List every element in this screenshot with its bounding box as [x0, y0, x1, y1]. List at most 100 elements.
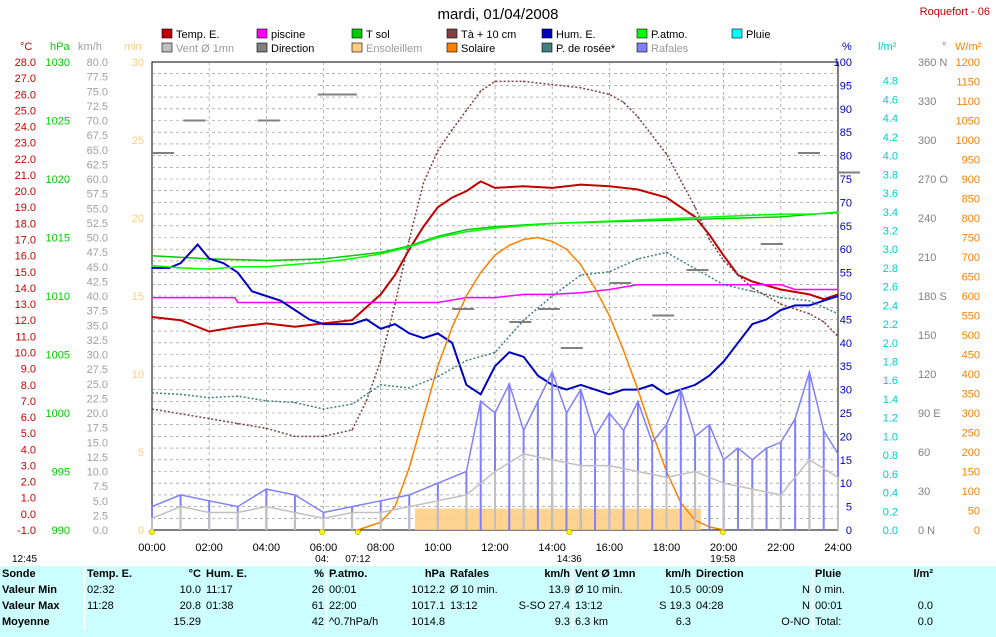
- series-point-hum-e-: [751, 323, 754, 325]
- series-point-vent-1mn: [379, 511, 382, 514]
- axis-tick-wm2: 650: [962, 272, 980, 284]
- series-point-p-de-ros-e-: [379, 383, 382, 386]
- axis-tick-pct: 10: [840, 478, 852, 490]
- series-point-t-10-cm: [465, 109, 468, 112]
- stats-cell: [84, 614, 159, 630]
- series-point-p-atmo-: [179, 267, 182, 269]
- stats-cell: 01:38: [203, 598, 278, 614]
- axis-tick-temp: 25.0: [15, 105, 36, 117]
- legend-swatch: [351, 28, 363, 39]
- series-point-rafales: [780, 441, 782, 444]
- series-point-t-10-cm: [408, 238, 411, 241]
- series-point-p-de-ros-e-: [551, 295, 553, 297]
- series-point-p-atmo-: [665, 217, 668, 220]
- series-point-temp-e-: [265, 322, 268, 325]
- stats-cell: [447, 614, 512, 630]
- series-point-vent-1mn: [351, 511, 353, 514]
- axis-tick-kmh: 35.0: [87, 320, 108, 332]
- series-point-t-10-cm: [208, 417, 210, 420]
- axis-tick-rain: 0.4: [883, 488, 898, 500]
- axis-tick-temp: 10.0: [15, 347, 36, 359]
- event-label: 14:36: [557, 554, 582, 565]
- axis-tick-pct: 25: [840, 408, 852, 420]
- axis-tick-hpa: 1010: [46, 291, 70, 303]
- axis-tick-pct: 85: [840, 127, 852, 139]
- legend-swatch: [636, 28, 648, 39]
- stats-cell: N: [802, 600, 810, 612]
- series-point-p-atmo-: [351, 257, 353, 260]
- series-point-piscine: [234, 296, 236, 299]
- series-point-hum-e-: [522, 356, 525, 358]
- series-point-t-10-cm: [622, 101, 625, 104]
- series-point-t-10-cm: [837, 335, 839, 338]
- axis-tick-x: 06:00: [310, 542, 338, 554]
- series-point-solaire: [608, 314, 611, 317]
- legend-swatch: [256, 42, 268, 53]
- series-point-p-de-ros-e-: [208, 396, 210, 399]
- series-point-p-atmo-: [608, 220, 611, 222]
- axis-tick-min: 0: [138, 525, 144, 537]
- axis-tick-rain: 1.4: [883, 394, 898, 406]
- series-point-hum-e-: [408, 332, 411, 335]
- axis-tick-pct: 5: [846, 502, 852, 514]
- series-point-vent-1mn: [294, 511, 296, 514]
- series-point-vent-1mn: [208, 511, 210, 514]
- station-name: Roquefort - 06: [919, 6, 990, 18]
- series-point-p-de-ros-e-: [837, 312, 839, 315]
- series-point-hum-e-: [622, 388, 625, 391]
- axis-tick-kmh: 77.5: [87, 72, 108, 84]
- stats-header-rafales-unit: km/h: [544, 568, 570, 580]
- series-point-t-10-cm: [294, 435, 296, 438]
- series-point-p-atmo-: [265, 265, 268, 268]
- series-point-t-10-cm: [236, 422, 239, 425]
- series-point-p-de-ros-e-: [236, 395, 239, 397]
- series-point-vent-1mn: [265, 505, 268, 508]
- axis-tick-temp: 13.0: [15, 299, 36, 311]
- series-point-rafales: [479, 400, 482, 403]
- weather-chart: 28.0 27.0 26.0 25.0 24.0 23.0 22.0 21.0 20.0 19.0…: [12, 28, 982, 565]
- axis-tick-kmh: 5.0: [93, 496, 108, 508]
- series-point-p-de-ros-e-: [808, 300, 811, 302]
- series-point-rafales: [765, 447, 768, 449]
- stats-subcell: 6.3: [675, 616, 691, 628]
- series-point-rafales: [408, 494, 411, 496]
- series-point-t-10-cm: [265, 427, 268, 430]
- event-marker: [149, 529, 155, 535]
- axis-tick-rain: 1.0: [883, 431, 898, 443]
- axis-tick-kmh: 52.5: [87, 218, 108, 230]
- series-point-t-sol: [151, 254, 153, 257]
- axis-tick-kmh: 15.0: [87, 437, 108, 449]
- series-point-temp-e-: [751, 280, 754, 283]
- legend-label: piscine: [271, 29, 305, 41]
- legend-label: Vent Ø 1mn: [176, 43, 234, 55]
- axis-unit-right: l/m²: [878, 41, 897, 53]
- axis-tick-wm2: 900: [962, 174, 980, 186]
- series-point-hum-e-: [479, 393, 482, 396]
- legend-label: Rafales: [651, 43, 689, 55]
- series-point-solaire: [437, 365, 439, 368]
- series-point-hum-e-: [236, 271, 239, 274]
- stats-cell: [693, 614, 768, 630]
- axis-tick-temp: 16.0: [15, 251, 36, 263]
- series-point-hum-e-: [365, 318, 368, 321]
- legend-swatch: [731, 28, 743, 39]
- series-point-rafales: [708, 423, 711, 426]
- stats-subcell: 27.4: [548, 600, 570, 612]
- series-point-t-10-cm: [351, 429, 353, 431]
- axis-tick-temp: 21.0: [15, 170, 36, 182]
- axis-tick-wm2: 550: [962, 311, 980, 323]
- series-point-temp-e-: [494, 187, 496, 189]
- axis-tick-kmh: 60.0: [87, 174, 108, 186]
- axis-tick-wm2: 1050: [956, 116, 980, 128]
- series-point-vent-1mn: [494, 470, 496, 473]
- series-point-temp-e-: [408, 248, 411, 250]
- axis-tick-temp: 1.0: [21, 493, 36, 505]
- series-point-rafales: [694, 435, 696, 438]
- stats-cell: 1014.8: [411, 616, 445, 628]
- stats-subcell: 19.3: [669, 600, 691, 612]
- stats-cell: Ø 10 min.: [447, 582, 512, 598]
- series-point-piscine: [608, 288, 611, 291]
- series-point-solaire: [357, 529, 359, 531]
- series-point-vent-1mn: [179, 505, 182, 508]
- axis-tick-kmh: 40.0: [87, 291, 108, 303]
